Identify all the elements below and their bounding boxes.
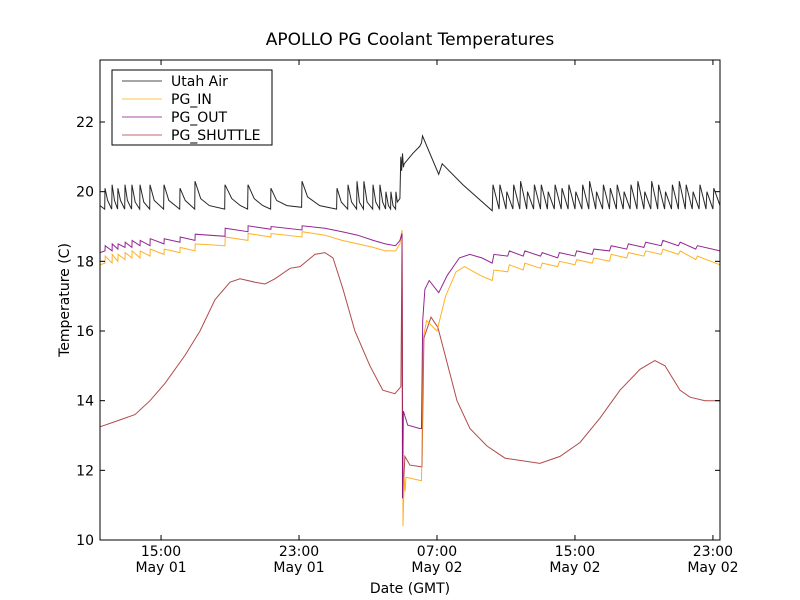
plot-lines [99,134,721,527]
y-tick-label: 16 [76,324,94,340]
y-tick-label: 22 [76,115,94,131]
y-tick-label: 20 [76,185,94,201]
x-tick-label-time: 23:00 [693,544,733,560]
x-tick-label-time: 15:00 [555,544,595,560]
x-tick-label-time: 07:00 [417,544,457,560]
x-tick-label-date: May 01 [273,560,324,576]
x-tick-label-date: May 02 [687,560,738,576]
legend-label-pg-in: PG_IN [171,92,212,108]
x-tick-label-time: 23:00 [279,544,319,560]
legend-label-pg-out: PG_OUT [171,110,228,126]
y-tick-label: 12 [76,463,94,479]
y-tick-label: 18 [76,254,94,270]
x-tick-label-time: 15:00 [141,544,181,560]
series-line-pg-shuttle [99,247,720,499]
x-tick-label-date: May 02 [411,560,462,576]
x-tick-label-date: May 02 [549,560,600,576]
chart-title: APOLLO PG Coolant Temperatures [266,30,555,50]
legend-frame [111,69,273,146]
series-line-pg-in [99,229,721,527]
plot-frame [99,59,721,541]
x-axis-label: Date (GMT) [370,581,450,597]
legend-label-utah-air: Utah Air [171,74,228,90]
x-tick-label-date: May 01 [135,560,186,576]
y-tick-label: 10 [76,533,94,549]
series-line-utah-air [99,134,721,212]
y-tick-label: 14 [76,394,94,410]
y-axis-label: Temperature (C) [57,243,73,358]
legend: Utah Air PG_IN PG_OUT PG_SHUTTLE [111,69,273,146]
series-line-pg-out [99,225,721,499]
legend-label-pg-shuttle: PG_SHUTTLE [171,128,260,144]
